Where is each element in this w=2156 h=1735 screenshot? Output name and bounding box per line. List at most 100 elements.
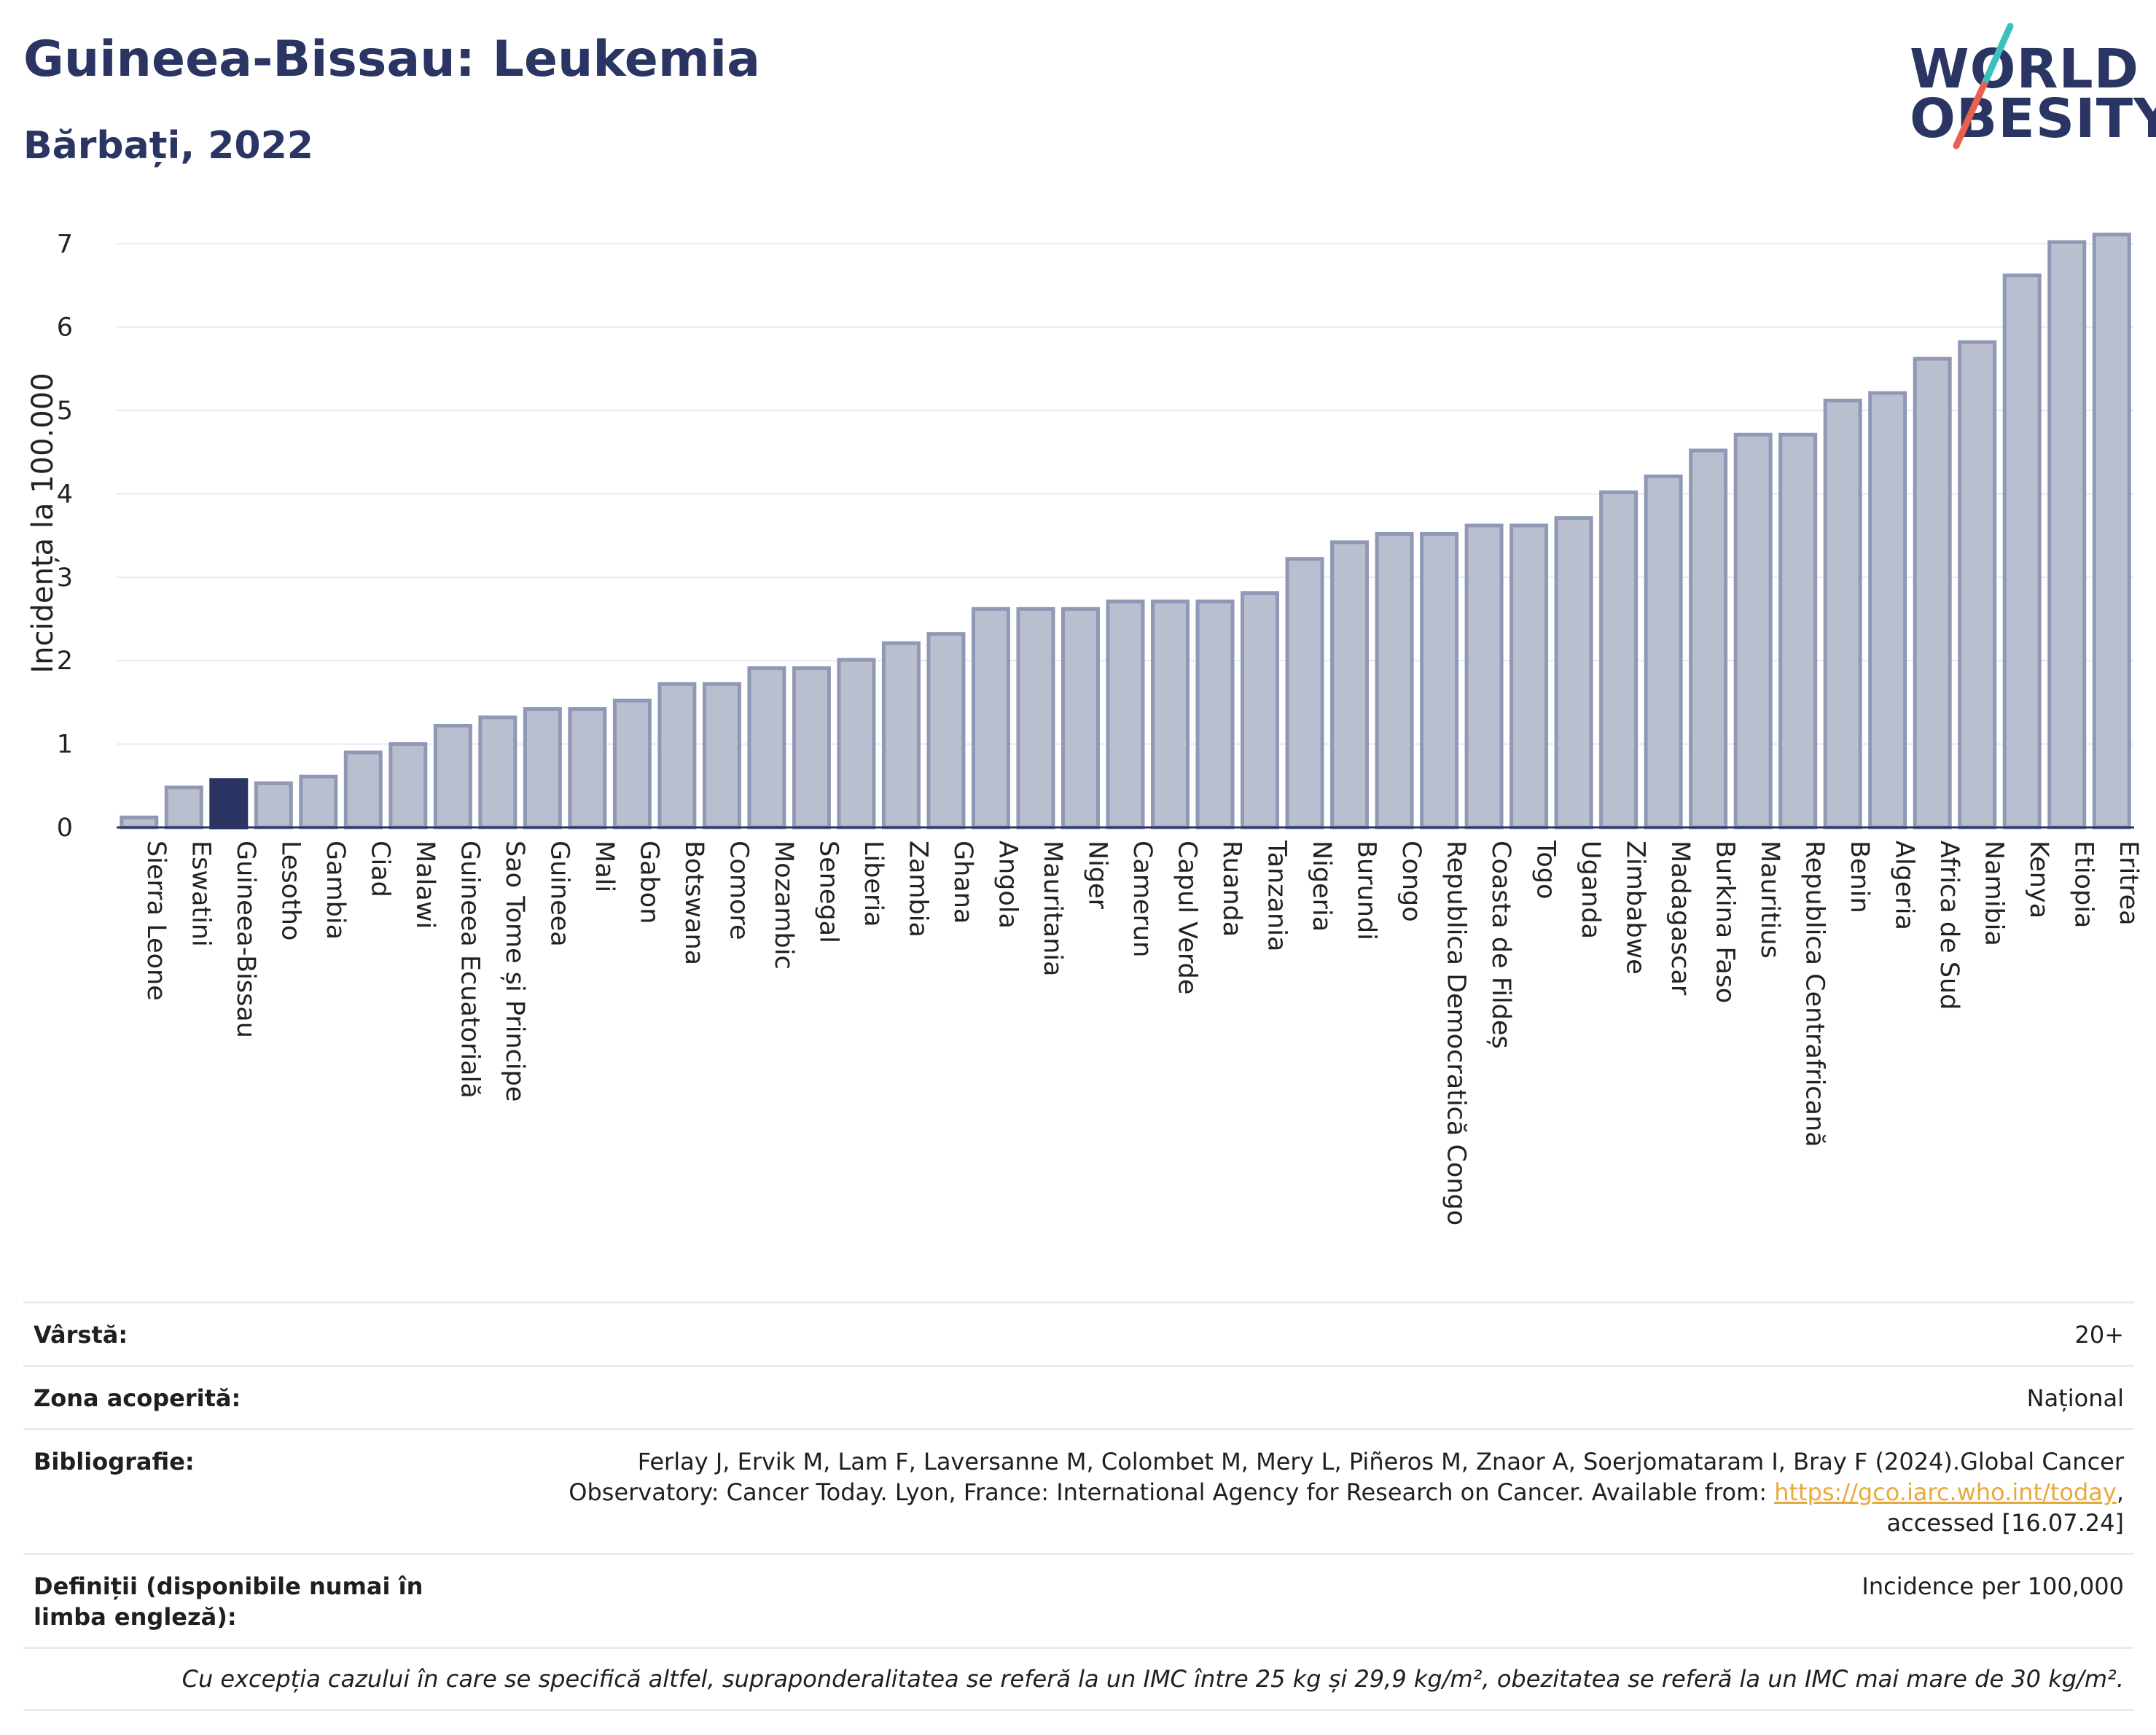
y-tick-label: 7 xyxy=(57,230,73,259)
bars xyxy=(120,233,2131,830)
x-tick-label: Congo xyxy=(1397,841,1426,922)
bar xyxy=(747,666,786,830)
x-tick-label: Uganda xyxy=(1576,841,1605,939)
x-tick-label: Republica Democratică Congo xyxy=(1442,841,1471,1225)
x-tick-label: Etiopia xyxy=(2069,841,2098,928)
x-tick-label: Gabon xyxy=(634,841,663,924)
definitions-label: Definiții (disponibile numai în limba en… xyxy=(34,1572,423,1631)
bar xyxy=(1913,356,1952,830)
info-row-definitions: Definiții (disponibile numai în limba en… xyxy=(23,1553,2134,1647)
x-tick-label: Kenya xyxy=(2024,841,2053,919)
bar xyxy=(971,607,1010,830)
bar xyxy=(1420,531,1459,830)
definitions-value: Incidence per 100,000 xyxy=(1862,1572,2124,1600)
x-tick-label: Capul Verde xyxy=(1173,841,1202,994)
x-tick-label: Guineea Ecuatorială xyxy=(455,841,484,1099)
bar xyxy=(1509,523,1549,830)
y-tick-label: 4 xyxy=(57,480,73,509)
x-tick-label: Coasta de Fildeș xyxy=(1486,841,1515,1049)
world-obesity-logo: WORLD OBESITY xyxy=(1895,22,2156,153)
bar xyxy=(881,641,921,830)
x-tick-label: Mauritius xyxy=(1755,841,1784,959)
x-tick-label: Ghana xyxy=(948,841,977,924)
bar xyxy=(2047,240,2087,830)
x-tick-label: Guineea xyxy=(544,841,574,947)
bar xyxy=(1241,591,1280,830)
page-subtitle: Bărbați, 2022 xyxy=(23,124,313,168)
x-tick-label: Eritrea xyxy=(2114,841,2143,926)
x-tick-label: Zimbabwe xyxy=(1621,841,1650,975)
bar xyxy=(1016,607,1055,830)
x-tick-label: Tanzania xyxy=(1262,840,1292,951)
bar xyxy=(2002,273,2042,830)
footnote: Cu excepția cazului în care se specifică… xyxy=(23,1647,2134,1711)
x-tick-label: Senegal xyxy=(813,841,843,943)
bar xyxy=(792,666,831,830)
x-tick-label: Sierra Leone xyxy=(141,841,171,1001)
x-tick-label: Malawi xyxy=(410,841,440,929)
bibliography-link[interactable]: https://gco.iarc.who.int/today xyxy=(1774,1478,2117,1506)
bar xyxy=(1285,557,1324,830)
x-tick-label: Benin xyxy=(1845,841,1874,913)
bar xyxy=(164,785,203,830)
info-row-area: Zona acoperită: Național xyxy=(23,1365,2134,1428)
y-tick-label: 5 xyxy=(57,397,73,426)
bar xyxy=(1464,523,1504,830)
bar xyxy=(1061,607,1100,830)
info-row-age: Vârstă: 20+ xyxy=(23,1301,2134,1365)
bibliography-label: Bibliografie: xyxy=(34,1448,195,1475)
y-tick-label: 0 xyxy=(57,814,73,843)
info-table: Vârstă: 20+ Zona acoperită: Național Bib… xyxy=(23,1301,2134,1711)
bar xyxy=(433,723,472,830)
x-tick-label: Namibia xyxy=(1980,841,2009,946)
info-row-bibliography: Bibliografie: Ferlay J, Ervik M, Lam F, … xyxy=(23,1428,2134,1553)
bar xyxy=(1106,599,1145,830)
bar xyxy=(1689,448,1728,830)
bar xyxy=(343,750,383,830)
x-tick-label: Angola xyxy=(993,841,1022,929)
y-axis-ticks: 0 1 2 3 4 5 6 7 xyxy=(57,230,73,843)
x-tick-label: Botswana xyxy=(679,841,708,965)
x-tick-label: Camerun xyxy=(1128,841,1157,957)
bar xyxy=(1644,474,1683,830)
bibliography-line-2: Observatory: Cancer Today. Lyon, France:… xyxy=(569,1478,1775,1506)
x-tick-label: Togo xyxy=(1531,840,1561,899)
x-tick-label: Burkina Faso xyxy=(1711,841,1740,1003)
bibliography-value: Ferlay J, Ervik M, Lam F, Laversanne M, … xyxy=(569,1448,2124,1537)
x-tick-label: Nigeria xyxy=(1307,841,1336,932)
y-tick-label: 3 xyxy=(57,564,73,593)
x-tick-label: Sao Tome și Principe xyxy=(500,841,529,1102)
bar xyxy=(702,682,741,830)
bar xyxy=(254,781,293,830)
bar xyxy=(1195,599,1235,830)
bar xyxy=(1868,391,1907,830)
y-tick-label: 2 xyxy=(57,647,73,676)
x-tick-label: Ciad xyxy=(365,841,394,897)
bibliography-line-1: Ferlay J, Ervik M, Lam F, Laversanne M, … xyxy=(637,1448,2124,1475)
bar xyxy=(1554,516,1593,830)
bibliography-line-3: accessed [16.07.24] xyxy=(1886,1509,2124,1537)
logo-slash-icon xyxy=(1953,23,2014,149)
x-tick-label: Africa de Sud xyxy=(1934,841,1964,1010)
bar xyxy=(1375,531,1414,830)
age-value: 20+ xyxy=(2074,1321,2124,1349)
bar xyxy=(1151,599,1190,830)
x-tick-label: Algeria xyxy=(1890,841,1919,930)
area-label: Zona acoperită: xyxy=(34,1384,241,1412)
bar-highlighted xyxy=(209,778,249,830)
bar xyxy=(299,774,338,830)
y-tick-label: 6 xyxy=(57,313,73,343)
page-title: Guineea-Bissau: Leukemia xyxy=(23,31,760,88)
bar xyxy=(612,698,652,830)
x-tick-label: Madagascar xyxy=(1665,841,1695,996)
bar xyxy=(837,658,876,830)
age-label: Vârstă: xyxy=(34,1321,128,1349)
bar-chart: 0 1 2 3 4 5 6 7 Incidența la 100.000 Sierra Leo… xyxy=(26,230,2143,1225)
bar xyxy=(657,682,697,830)
x-tick-label: Gambia xyxy=(321,841,350,940)
bar xyxy=(478,715,517,830)
bar xyxy=(926,632,966,830)
bar xyxy=(568,707,607,830)
bar xyxy=(523,707,562,830)
bar xyxy=(1330,540,1370,830)
